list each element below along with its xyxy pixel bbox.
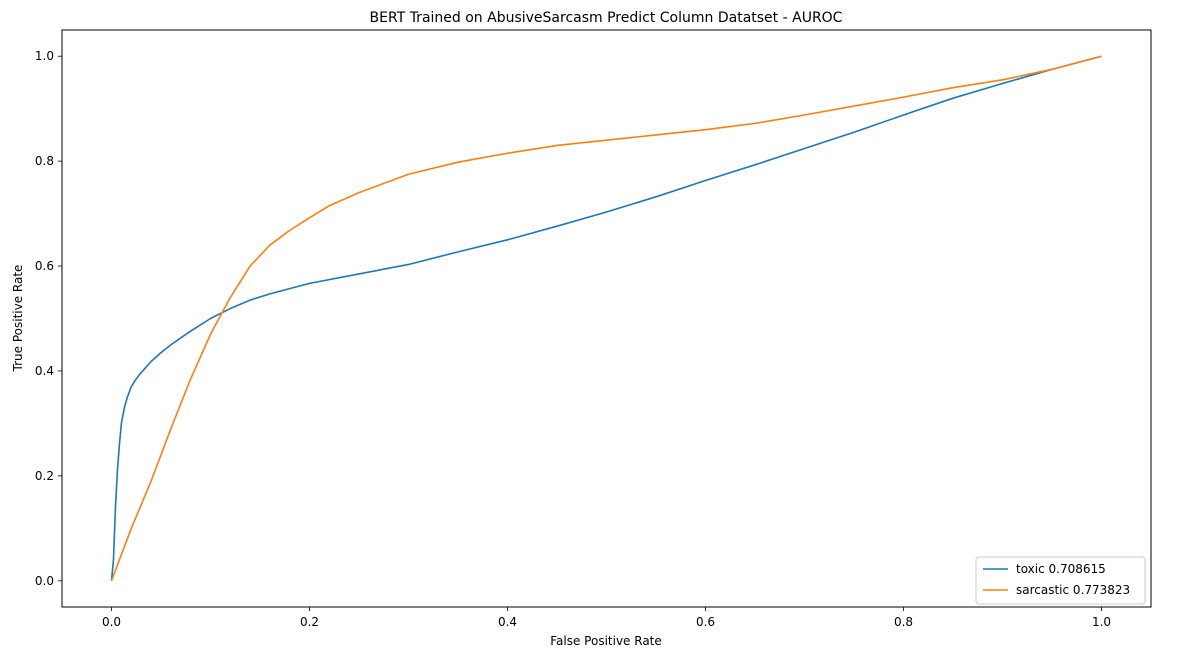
series-layer: [110, 55, 1102, 582]
y-tick-label: 0.6: [35, 259, 54, 273]
y-tick-label: 0.4: [35, 364, 54, 378]
y-tick-label: 1.0: [35, 49, 54, 63]
legend-box: [975, 556, 1146, 605]
chart-title: BERT Trained on AbusiveSarcasm Predict C…: [370, 10, 843, 26]
series-line-toxic: [110, 55, 1102, 581]
y-axis-ticks: 0.0 0.2 0.4 0.6 0.8 1.0: [35, 49, 62, 588]
x-axis-ticks: 0.0 0.2 0.4 0.6 0.8 1.0: [102, 607, 1111, 629]
y-tick-label: 0.8: [35, 154, 54, 168]
legend-label-toxic: toxic 0.708615: [1016, 562, 1106, 576]
x-tick-label: 0.8: [894, 615, 913, 629]
legend: toxic 0.708615 sarcastic 0.773823: [975, 556, 1146, 605]
x-tick-label: 0.4: [498, 615, 517, 629]
series-line-sarcastic: [110, 55, 1102, 582]
y-axis-label: True Positive Rate: [11, 265, 25, 373]
x-tick-label: 0.0: [102, 615, 121, 629]
x-tick-label: 0.6: [696, 615, 715, 629]
y-tick-label: 0.0: [35, 574, 54, 588]
x-tick-label: 1.0: [1092, 615, 1111, 629]
plot-frame: [61, 29, 1152, 608]
y-tick-label: 0.2: [35, 469, 54, 483]
legend-label-sarcastic: sarcastic 0.773823: [1016, 583, 1130, 597]
x-axis-label: False Positive Rate: [550, 634, 662, 648]
x-tick-label: 0.2: [300, 615, 319, 629]
